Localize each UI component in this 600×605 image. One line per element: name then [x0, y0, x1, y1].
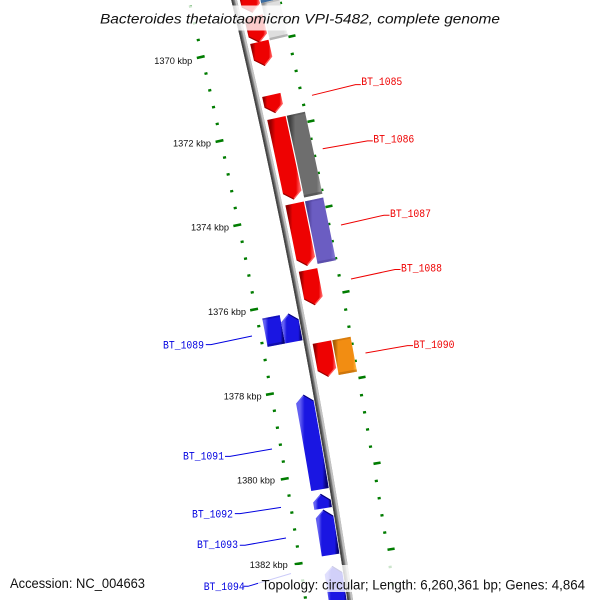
svg-text:Bacteroides thetaiotaomicron V: Bacteroides thetaiotaomicron VPI-5482, c… — [100, 12, 500, 28]
svg-text:Accession: NC_004663: Accession: NC_004663 — [10, 576, 145, 591]
svg-text:BT_1092: BT_1092 — [192, 509, 233, 521]
svg-text:1376 kbp: 1376 kbp — [208, 307, 246, 318]
svg-text:Topology: circular; Length: 6,: Topology: circular; Length: 6,260,361 bp… — [262, 578, 586, 593]
svg-text:BT_1085: BT_1085 — [361, 77, 402, 89]
svg-text:BT_1091: BT_1091 — [183, 451, 224, 463]
svg-text:BT_1090: BT_1090 — [414, 340, 455, 352]
svg-text:1382 kbp: 1382 kbp — [250, 560, 288, 571]
svg-text:1370 kbp: 1370 kbp — [154, 56, 192, 67]
svg-text:1378 kbp: 1378 kbp — [224, 392, 262, 403]
svg-text:BT_1089: BT_1089 — [163, 340, 204, 352]
svg-text:BT_1093: BT_1093 — [197, 540, 238, 552]
svg-text:BT_1086: BT_1086 — [373, 134, 414, 146]
svg-text:1374 kbp: 1374 kbp — [191, 223, 229, 234]
svg-text:BT_1087: BT_1087 — [390, 209, 431, 221]
svg-text:1372 kbp: 1372 kbp — [173, 138, 211, 149]
svg-text:BT_1094: BT_1094 — [204, 582, 245, 594]
svg-text:BT_1088: BT_1088 — [401, 263, 442, 275]
svg-text:1380 kbp: 1380 kbp — [237, 476, 275, 487]
